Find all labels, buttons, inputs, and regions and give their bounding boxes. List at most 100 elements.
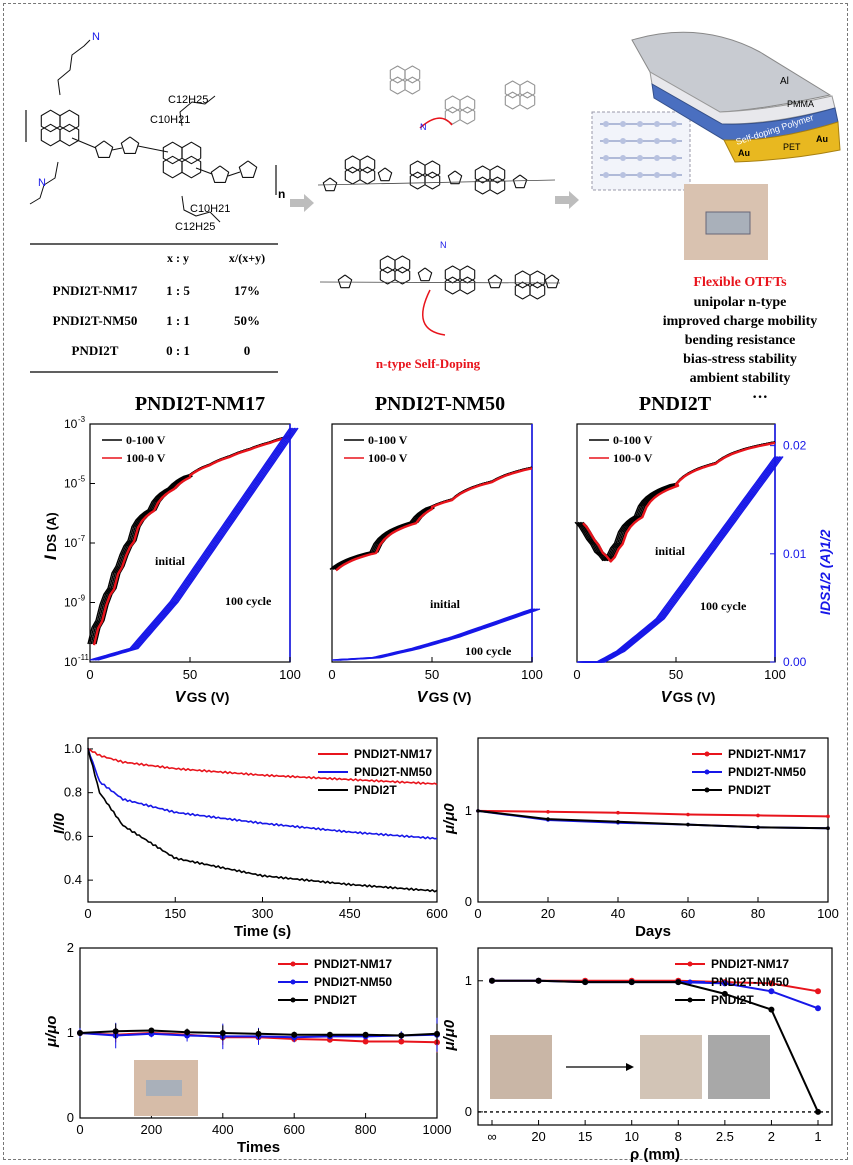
- ring: [379, 266, 396, 285]
- bond: [111, 147, 123, 151]
- network-ndi: [444, 265, 476, 295]
- x-axis-label-unit: GS (V): [187, 689, 230, 705]
- x-tick-label: 15: [578, 1129, 592, 1144]
- feature-item: bias-stress stability: [683, 352, 797, 367]
- layer-label: Al: [780, 76, 789, 87]
- legend-label: 0-100 V: [613, 433, 653, 447]
- y-tick-label: 0.4: [64, 872, 82, 887]
- data-point: [768, 988, 775, 995]
- x-tick-label: 200: [141, 1122, 163, 1137]
- x-tick-label: 0: [573, 667, 580, 682]
- table-cell: 1 : 1: [166, 313, 190, 328]
- y2-tick-label: 0.02: [783, 439, 807, 453]
- ring: [489, 165, 506, 184]
- bending-photo-2: [640, 1035, 702, 1099]
- x-tick-label: ∞: [487, 1129, 496, 1144]
- chain-node: [654, 172, 660, 178]
- legend-label: 0-100 V: [126, 433, 166, 447]
- x-tick-label: 2: [768, 1129, 775, 1144]
- x-tick-label: 100: [764, 667, 786, 682]
- legend-marker: [687, 979, 693, 985]
- x-tick-label: 600: [426, 906, 448, 921]
- sqrt-curve: [91, 427, 293, 661]
- transfer-curve-forward: [332, 466, 533, 570]
- data-point: [582, 979, 589, 986]
- table-cell: PNDI2T: [72, 343, 119, 358]
- ring: [404, 76, 421, 95]
- side-chain: [57, 39, 91, 96]
- ring: [424, 160, 441, 179]
- layer-label: Au: [816, 134, 828, 144]
- bending-photo-film: [146, 1080, 182, 1096]
- x-tick-label: 40: [611, 906, 625, 921]
- network-ndi: [344, 155, 376, 185]
- x-tick-label: 10: [624, 1129, 638, 1144]
- side-chain: [181, 195, 221, 223]
- ring: [409, 171, 426, 190]
- table-cell: PNDI2T-NM50: [53, 313, 138, 328]
- x-tick-label: 450: [339, 906, 361, 921]
- sqrt-curve: [577, 456, 776, 663]
- series-line: [477, 809, 829, 818]
- legend-marker: [290, 961, 296, 967]
- transfer-curve-forward: [335, 466, 533, 570]
- nitrogen-atom: N: [440, 240, 447, 250]
- x-axis-label: V: [417, 689, 429, 706]
- x-tick-label: 50: [425, 667, 439, 682]
- chain-node: [637, 172, 643, 178]
- sqrt-curve: [97, 427, 299, 661]
- y2-axis-label: IDS1/2 (A)1/2: [817, 529, 833, 615]
- chain-node: [671, 138, 677, 144]
- thiophene-ring: [417, 267, 433, 282]
- legend-label: PNDI2T-NM50: [728, 765, 806, 779]
- x-tick-label: 20: [541, 906, 555, 921]
- thiophene-ring: [210, 165, 230, 183]
- table-cell: 0: [244, 343, 251, 358]
- x-tick-label: 0: [86, 667, 93, 682]
- ndi-core-left: [40, 109, 80, 147]
- series-line: [87, 747, 438, 893]
- legend-label: PNDI2T-NM17: [728, 747, 806, 761]
- sqrt-curve: [581, 456, 781, 663]
- data-point: [476, 809, 480, 813]
- transfer-curve-forward: [329, 466, 533, 570]
- x-tick-label: 100: [521, 667, 543, 682]
- x-tick-label: 50: [669, 667, 683, 682]
- thiophene-ring: [337, 274, 353, 289]
- ring: [444, 95, 461, 114]
- legend-label: 100-0 V: [613, 451, 653, 465]
- y-tick-label: 10: [64, 536, 78, 550]
- legend-label: PNDI2T-NM50: [711, 975, 789, 989]
- y2-tick-label: 0.01: [783, 547, 807, 561]
- bond: [137, 145, 169, 153]
- legend-marker: [704, 751, 710, 757]
- annotation-cycle: 100 cycle: [465, 644, 512, 658]
- table-cell: 1 : 5: [166, 283, 190, 298]
- x-tick-label: 0: [84, 906, 91, 921]
- gray-arrow: [555, 191, 579, 209]
- ring: [519, 91, 536, 110]
- series-line: [87, 747, 438, 840]
- y-tick-exponent: -11: [78, 653, 90, 662]
- device-photo-film: [705, 211, 751, 235]
- ring: [389, 65, 406, 84]
- plot-frame: [477, 737, 829, 903]
- side-chain: [179, 95, 216, 127]
- features-title: Flexible OTFTs: [693, 275, 787, 290]
- thiophene-ring: [487, 274, 503, 289]
- y-tick-exponent: -7: [78, 534, 86, 543]
- x-axis-label: Times: [237, 1139, 280, 1156]
- x-axis-label-unit: GS (V): [673, 689, 716, 705]
- ring: [359, 155, 376, 174]
- x-axis-label-unit: GS (V): [429, 689, 472, 705]
- chain-node: [671, 121, 677, 127]
- sqrt-curve: [585, 456, 784, 663]
- data-point: [815, 988, 821, 995]
- x-tick-label: 1: [814, 1129, 821, 1144]
- ring: [59, 123, 80, 147]
- bending-cycles-chart: 0 200 400 600 800 1000 0 1 2 Times μ/μo PNDI2T-NM17…: [43, 940, 451, 1156]
- ring: [59, 109, 80, 133]
- ring: [529, 281, 546, 300]
